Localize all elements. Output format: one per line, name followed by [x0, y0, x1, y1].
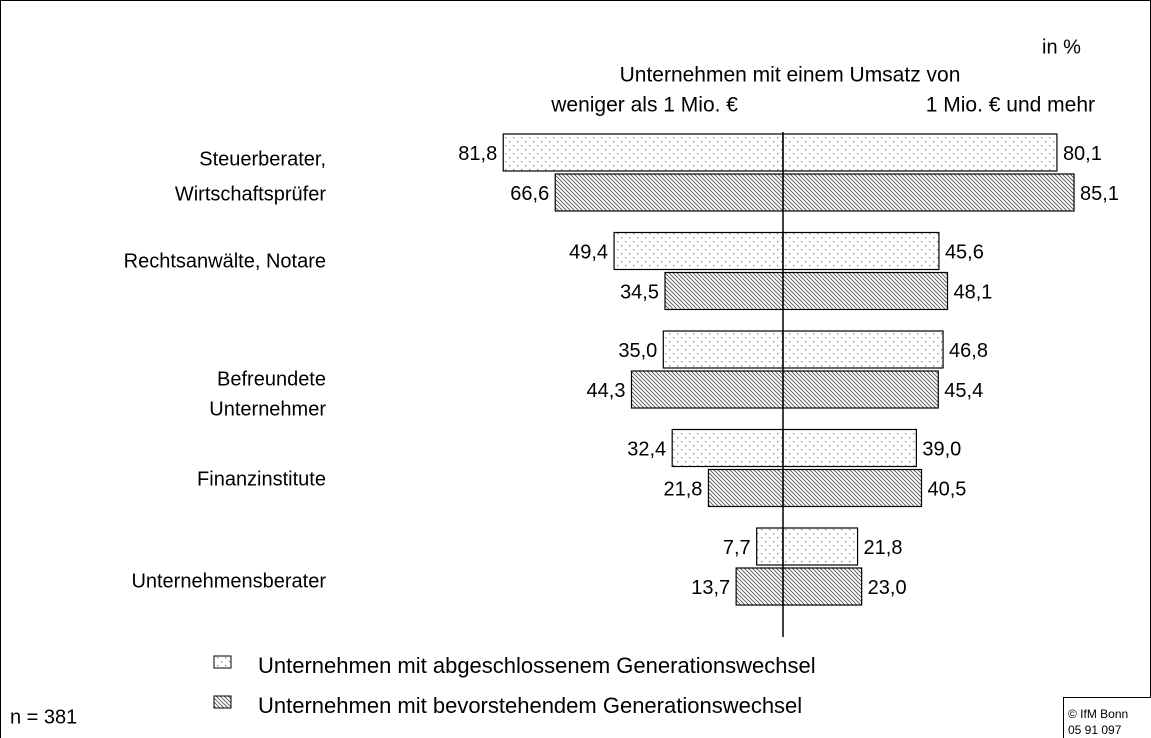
bar — [782, 330, 944, 369]
bar — [782, 271, 949, 311]
bar — [671, 428, 784, 468]
category-label: Finanzinstitute — [197, 468, 326, 490]
category-label: Unternehmensberater — [131, 570, 326, 592]
chart-title: Unternehmen mit einem Umsatz von — [620, 64, 961, 87]
value-label: 66,6 — [510, 183, 549, 205]
category-label: Befreundete — [217, 368, 326, 390]
value-label: 81,8 — [458, 143, 497, 165]
bar — [662, 330, 784, 369]
category-label: Rechtsanwälte, Notare — [124, 250, 326, 272]
bar — [756, 527, 784, 566]
bar — [664, 271, 784, 311]
bar — [554, 173, 784, 212]
value-label: 45,4 — [944, 380, 983, 402]
value-label: 80,1 — [1063, 143, 1102, 165]
bar — [782, 428, 917, 468]
source: 05 91 097 — [1068, 723, 1122, 737]
value-label: 45,6 — [945, 241, 984, 263]
source-box — [1063, 697, 1151, 738]
category-label: Steuerberater, — [199, 148, 326, 170]
legend-label: Unternehmen mit bevorstehendem Generatio… — [258, 693, 802, 718]
side-label: 1 Mio. € und mehr — [926, 94, 1095, 117]
value-label: 40,5 — [928, 478, 967, 500]
bar — [782, 173, 1075, 212]
bar — [782, 527, 859, 566]
value-label: 48,1 — [954, 281, 993, 303]
value-label: 23,0 — [868, 577, 907, 599]
bar — [613, 231, 784, 271]
value-label: 49,4 — [569, 241, 608, 263]
bar — [630, 370, 784, 409]
bar — [782, 231, 940, 271]
value-label: 46,8 — [949, 340, 988, 362]
bar — [707, 468, 784, 508]
value-label: 34,5 — [620, 281, 659, 303]
legend-swatch — [213, 695, 232, 709]
bar — [782, 133, 1058, 172]
note: n = 381 — [10, 706, 77, 728]
value-label: 21,8 — [864, 537, 903, 559]
value-label: 35,0 — [618, 340, 657, 362]
side-label: weniger als 1 Mio. € — [550, 94, 738, 117]
value-label: 21,8 — [664, 478, 703, 500]
bar — [782, 370, 939, 409]
bar — [782, 468, 923, 508]
value-label: 13,7 — [691, 577, 730, 599]
category-label: Unternehmer — [209, 398, 326, 420]
bar — [782, 567, 863, 606]
legend-swatch — [213, 655, 232, 669]
bar — [735, 567, 784, 606]
legend-label: Unternehmen mit abgeschlossenem Generati… — [258, 653, 816, 678]
value-label: 39,0 — [922, 438, 961, 460]
value-label: 44,3 — [587, 380, 626, 402]
value-label: 85,1 — [1080, 183, 1119, 205]
category-label: Wirtschaftsprüfer — [175, 183, 326, 205]
bar — [502, 133, 784, 172]
unit-label: in % — [1042, 36, 1081, 58]
value-label: 32,4 — [627, 438, 666, 460]
source: © IfM Bonn — [1068, 707, 1128, 721]
value-label: 7,7 — [723, 537, 751, 559]
